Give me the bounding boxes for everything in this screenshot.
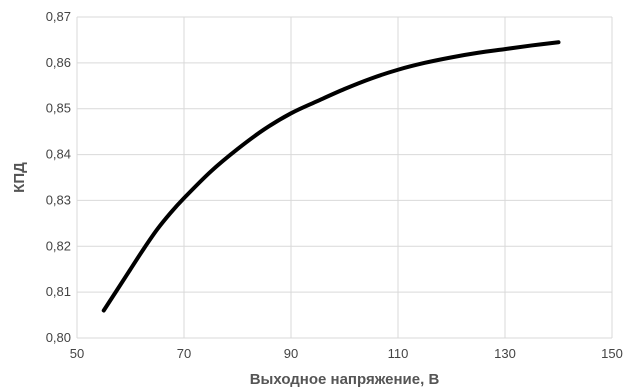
y-tick-label: 0,82 <box>46 238 71 253</box>
y-tick-label: 0,86 <box>46 55 71 70</box>
x-tick-labels: 50 70 90 110 130 150 <box>70 346 623 361</box>
x-tick-label: 110 <box>388 346 409 361</box>
y-tick-label: 0,85 <box>46 101 71 116</box>
x-tick-label: 150 <box>601 346 623 361</box>
x-tick-label: 90 <box>284 346 298 361</box>
series-layer <box>101 40 561 313</box>
x-tick-label: 70 <box>177 346 191 361</box>
y-tick-labels: 0,80 0,81 0,82 0,83 0,84 0,85 0,86 0,87 <box>46 9 71 345</box>
y-tick-label: 0,83 <box>46 192 71 207</box>
x-tick-label: 50 <box>70 346 84 361</box>
x-tick-label: 130 <box>494 346 516 361</box>
series-line <box>101 40 561 313</box>
y-tick-label: 0,84 <box>46 147 71 162</box>
y-tick-label: 0,87 <box>46 9 71 24</box>
y-axis-title: КПД <box>11 162 28 193</box>
y-tick-label: 0,80 <box>46 330 71 345</box>
y-tick-label: 0,81 <box>46 284 71 299</box>
x-axis-title: Выходное напряжение, В <box>250 371 440 388</box>
grid <box>76 16 613 339</box>
